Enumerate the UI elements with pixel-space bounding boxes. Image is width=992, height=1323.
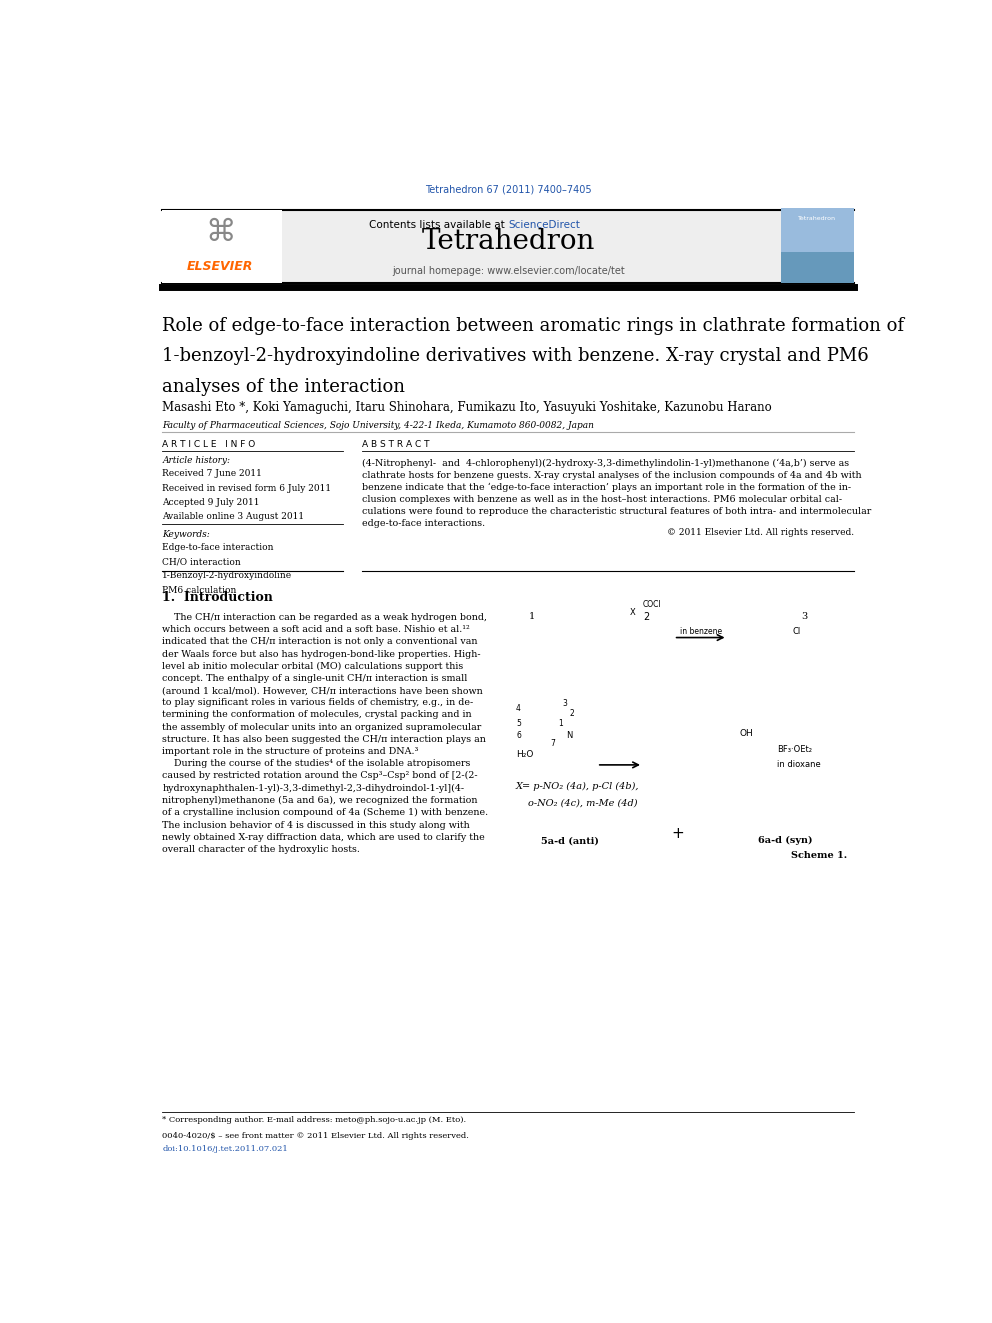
Text: 3: 3 — [802, 613, 807, 620]
Text: doi:10.1016/j.tet.2011.07.021: doi:10.1016/j.tet.2011.07.021 — [163, 1144, 289, 1152]
Text: OH: OH — [739, 729, 753, 738]
Text: 5: 5 — [516, 718, 521, 728]
Text: Cl: Cl — [793, 627, 802, 636]
Text: X: X — [630, 609, 635, 617]
Text: ELSEVIER: ELSEVIER — [186, 259, 253, 273]
Text: 2: 2 — [643, 613, 649, 622]
Text: Accepted 9 July 2011: Accepted 9 July 2011 — [163, 497, 260, 507]
Text: 1: 1 — [529, 613, 535, 620]
Text: BF₃·OEt₂: BF₃·OEt₂ — [778, 745, 812, 754]
Text: © 2011 Elsevier Ltd. All rights reserved.: © 2011 Elsevier Ltd. All rights reserved… — [668, 528, 854, 537]
Text: 0040-4020/$ – see front matter © 2011 Elsevier Ltd. All rights reserved.: 0040-4020/$ – see front matter © 2011 El… — [163, 1131, 469, 1139]
Text: journal homepage: www.elsevier.com/locate/tet: journal homepage: www.elsevier.com/locat… — [392, 266, 625, 277]
Text: analyses of the interaction: analyses of the interaction — [163, 378, 406, 396]
Text: 6a-d (syn): 6a-d (syn) — [758, 836, 812, 845]
Text: Contents lists available at: Contents lists available at — [369, 220, 509, 230]
Text: Received 7 June 2011: Received 7 June 2011 — [163, 470, 262, 479]
Text: 1-Benzoyl-2-hydroxyindoline: 1-Benzoyl-2-hydroxyindoline — [163, 572, 293, 581]
Text: Article history:: Article history: — [163, 456, 230, 466]
Bar — [163, 209, 282, 283]
Text: 1.  Introduction: 1. Introduction — [163, 590, 274, 603]
Text: X= p-NO₂ (4a), p-Cl (4b),: X= p-NO₂ (4a), p-Cl (4b), — [516, 782, 640, 791]
Text: Role of edge-to-face interaction between aromatic rings in clathrate formation o: Role of edge-to-face interaction between… — [163, 316, 905, 335]
Text: 5a-d (anti): 5a-d (anti) — [541, 836, 599, 845]
Text: CH/O interaction: CH/O interaction — [163, 557, 241, 566]
Text: 1: 1 — [558, 718, 563, 728]
Text: N: N — [566, 732, 572, 741]
Text: Keywords:: Keywords: — [163, 529, 210, 538]
Bar — [782, 209, 854, 283]
Text: ⌘: ⌘ — [205, 217, 235, 246]
Text: in benzene: in benzene — [680, 627, 721, 636]
Text: Edge-to-face interaction: Edge-to-face interaction — [163, 542, 274, 552]
Text: Masashi Eto *, Koki Yamaguchi, Itaru Shinohara, Fumikazu Ito, Yasuyuki Yoshitake: Masashi Eto *, Koki Yamaguchi, Itaru Shi… — [163, 401, 772, 414]
Text: * Corresponding author. E-mail address: meto@ph.sojo-u.ac.jp (M. Eto).: * Corresponding author. E-mail address: … — [163, 1117, 466, 1125]
Text: A R T I C L E   I N F O: A R T I C L E I N F O — [163, 441, 256, 448]
Text: Tetrahedron: Tetrahedron — [799, 216, 836, 221]
Text: Scheme 1.: Scheme 1. — [791, 852, 847, 860]
Text: Received in revised form 6 July 2011: Received in revised form 6 July 2011 — [163, 484, 331, 492]
Text: o-NO₂ (4c), m-Me (4d): o-NO₂ (4c), m-Me (4d) — [528, 799, 637, 807]
Text: 3: 3 — [562, 699, 567, 708]
Bar — [163, 209, 854, 283]
Text: Available online 3 August 2011: Available online 3 August 2011 — [163, 512, 305, 521]
Text: The CH/π interaction can be regarded as a weak hydrogen bond,
which occurs betwe: The CH/π interaction can be regarded as … — [163, 613, 489, 853]
Text: PM6 calculation: PM6 calculation — [163, 586, 237, 594]
Text: H₂O: H₂O — [516, 750, 534, 758]
Text: in dioxane: in dioxane — [778, 759, 821, 769]
Bar — [782, 209, 854, 253]
Text: Faculty of Pharmaceutical Sciences, Sojo University, 4-22-1 Ikeda, Kumamoto 860-: Faculty of Pharmaceutical Sciences, Sojo… — [163, 421, 594, 430]
Text: COCl: COCl — [643, 599, 662, 609]
Text: 4: 4 — [516, 704, 521, 713]
Text: +: + — [672, 826, 683, 841]
Text: (4-Nitrophenyl-  and  4-chlorophenyl)(2-hydroxy-3,3-dimethylindolin-1-yl)methano: (4-Nitrophenyl- and 4-chlorophenyl)(2-hy… — [362, 458, 872, 528]
Text: ScienceDirect: ScienceDirect — [509, 220, 580, 230]
Text: 1-benzoyl-2-hydroxyindoline derivatives with benzene. X-ray crystal and PM6: 1-benzoyl-2-hydroxyindoline derivatives … — [163, 347, 869, 365]
Text: Tetrahedron 67 (2011) 7400–7405: Tetrahedron 67 (2011) 7400–7405 — [426, 184, 591, 194]
Text: 2: 2 — [569, 709, 574, 718]
Text: A B S T R A C T: A B S T R A C T — [362, 441, 430, 448]
Text: 7: 7 — [551, 740, 556, 749]
Text: Tetrahedron: Tetrahedron — [422, 228, 595, 255]
Text: 6: 6 — [516, 732, 521, 741]
